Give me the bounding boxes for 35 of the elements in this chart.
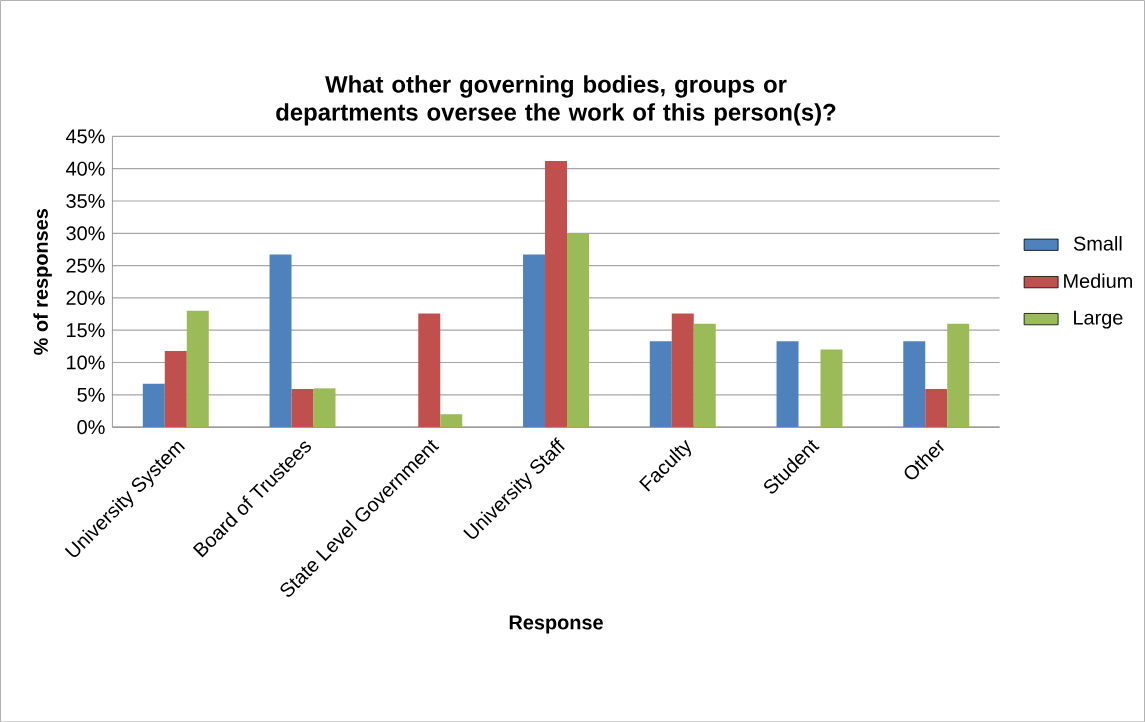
y-tick-label: 45% — [66, 129, 105, 144]
bar — [567, 233, 589, 427]
y-tick-label: 35% — [66, 193, 105, 208]
bar — [693, 323, 716, 427]
bar — [776, 341, 799, 427]
y-tick-label: 40% — [66, 161, 105, 176]
bar — [418, 313, 441, 427]
y-tick-label: 20% — [66, 290, 105, 305]
legend-label: Medium — [1064, 273, 1132, 288]
bar — [903, 341, 926, 427]
bar — [649, 341, 672, 427]
y-tick-label: 0% — [77, 419, 105, 434]
bar — [523, 254, 546, 427]
y-tick-label: 30% — [66, 226, 105, 241]
bar — [291, 388, 314, 427]
bar — [545, 160, 567, 427]
x-axis-title: Response — [509, 615, 603, 634]
bar — [440, 414, 463, 427]
chart-title: What other governing bodies, groups or departments oversee the work of this person(s)? — [276, 75, 836, 126]
y-axis-title: % of responses — [33, 208, 52, 355]
y-tick-label: 5% — [77, 387, 105, 402]
y-tick-label: 10% — [67, 355, 105, 370]
bar — [269, 254, 292, 427]
bar — [925, 388, 948, 427]
legend-label: Large — [1074, 310, 1123, 329]
bar — [186, 310, 209, 427]
bar — [947, 323, 970, 427]
legend-label: Small — [1073, 235, 1122, 251]
y-tick-label: 25% — [66, 258, 105, 273]
bar — [820, 349, 843, 427]
bar — [142, 383, 165, 427]
bar — [671, 313, 694, 427]
y-tick-label: 15% — [67, 323, 105, 338]
bar — [164, 350, 187, 427]
bar — [313, 388, 336, 427]
